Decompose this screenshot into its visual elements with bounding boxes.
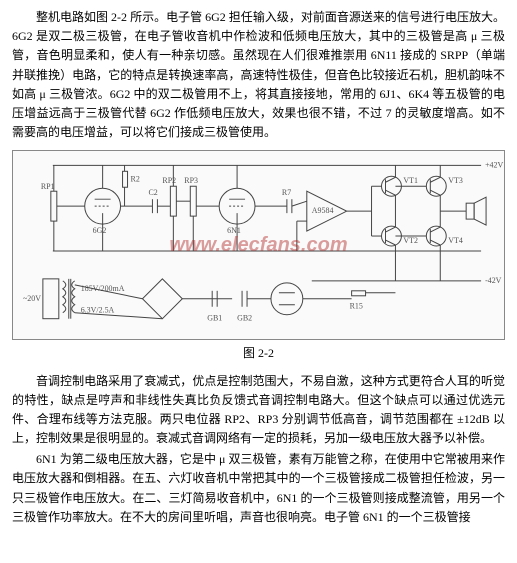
ref-r15: R15 [350,302,363,311]
vt3-label: VT3 [448,177,463,186]
opamp-label: A9584 [312,206,334,215]
ref-r2: R2 [131,175,140,184]
rail-top-label: +42V [485,161,503,170]
xfmr-hv-label: 185V/200mA [81,284,125,293]
tube-2-label: 6N1 [227,226,241,235]
ref-gb2: GB2 [237,314,252,323]
paragraph-3: 6N1 为第二级电压放大器，它是中 μ 双三极管，素有万能管之称，在使用中它常被… [12,450,505,527]
pwr-label: ~20V [23,294,41,303]
paragraph-1: 整机电路如图 2-2 所示。电子管 6G2 担任输入级，对前面音源送来的信号进行… [12,8,505,142]
vt4-label: VT4 [448,236,463,245]
ref-c7: R7 [282,189,291,198]
vt2-label: VT2 [403,236,418,245]
ref-c2: C2 [148,189,157,198]
circuit-diagram: +42V -42V RP1 6G2 R2 C2 RP2 RP3 [12,150,505,340]
paragraph-2: 音调控制电路采用了衰减式，优点是控制范围大，不易自激，这种方式更符合人耳的听觉的… [12,372,505,449]
ref-rp2: RP2 [162,177,176,186]
circuit-svg: +42V -42V RP1 6G2 R2 C2 RP2 RP3 [13,151,504,339]
ref-gb1: GB1 [207,314,222,323]
figure-caption: 图 2-2 [12,344,505,363]
ref-rp1: RP1 [41,183,55,192]
vt1-label: VT1 [403,177,418,186]
rail-bot-label: -42V [485,276,502,285]
tube-1-label: 6G2 [93,226,107,235]
ref-rp3: RP3 [184,177,198,186]
